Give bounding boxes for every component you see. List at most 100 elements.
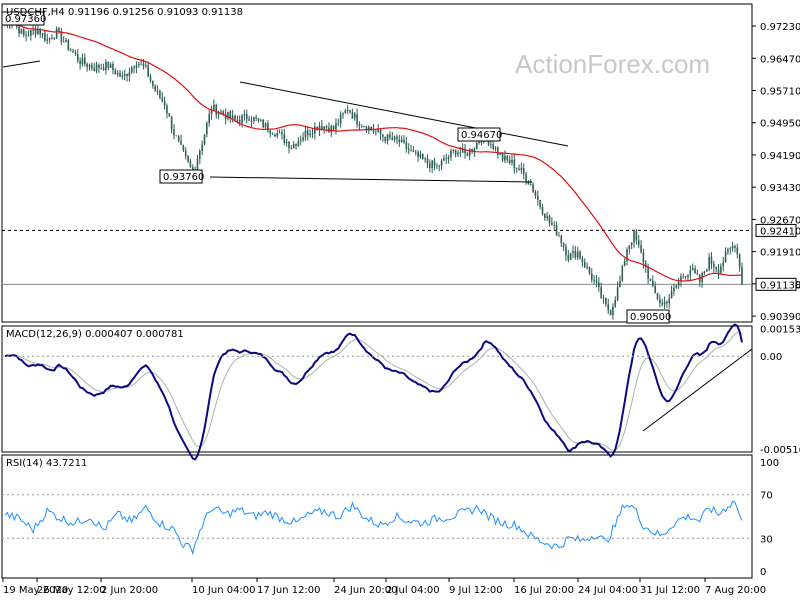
candle-body bbox=[544, 214, 546, 218]
candle-body bbox=[107, 61, 110, 68]
candle-body bbox=[684, 276, 687, 278]
price-label-box bbox=[1, 11, 45, 26]
candle-body bbox=[464, 148, 466, 154]
candle-body bbox=[60, 30, 63, 42]
candle-body bbox=[44, 33, 46, 41]
candle-body bbox=[379, 129, 382, 135]
candle-body bbox=[466, 153, 469, 156]
candle-body bbox=[375, 131, 377, 133]
axis-price-box-label: 0.92410 bbox=[760, 226, 800, 237]
candle-body bbox=[128, 72, 131, 76]
candle-body bbox=[370, 126, 372, 130]
candle-body bbox=[384, 136, 387, 142]
candle-body bbox=[306, 130, 309, 136]
candle-body bbox=[555, 224, 558, 236]
candle-body bbox=[27, 35, 30, 37]
candle-body bbox=[135, 65, 138, 68]
candle-body bbox=[417, 152, 419, 157]
candle-body bbox=[297, 141, 300, 146]
candle-body bbox=[302, 137, 304, 141]
candle-body bbox=[572, 250, 574, 254]
candle-body bbox=[532, 184, 534, 192]
trendline bbox=[239, 81, 569, 147]
candle-body bbox=[407, 148, 410, 151]
price-tick-label: 0.93430 bbox=[760, 183, 800, 194]
candle-body bbox=[398, 139, 401, 143]
candle-body bbox=[619, 280, 621, 288]
x-tick-label: 31 Jul 12:00 bbox=[640, 585, 700, 596]
candle-body bbox=[199, 150, 201, 160]
rsi-line bbox=[4, 500, 743, 556]
candle-body bbox=[37, 29, 39, 35]
candle-body bbox=[494, 147, 497, 149]
candle-body bbox=[112, 64, 114, 70]
price-tick-label: 0.92670 bbox=[760, 215, 800, 226]
candle-body bbox=[673, 287, 675, 292]
candle-body bbox=[414, 151, 417, 153]
candle-body bbox=[450, 150, 452, 158]
x-tick-label: 19 May 2020 bbox=[3, 585, 68, 596]
x-tick-label: 26 May 12:00 bbox=[37, 585, 106, 596]
candle-body bbox=[351, 112, 354, 119]
candle-body bbox=[461, 148, 464, 153]
candle-body bbox=[579, 251, 581, 259]
candle-body bbox=[264, 123, 267, 128]
rsi-tick-label: 100 bbox=[760, 458, 779, 469]
candle-body bbox=[325, 126, 328, 128]
candle-body bbox=[447, 157, 450, 159]
candle-body bbox=[48, 38, 51, 40]
candle-body bbox=[105, 61, 107, 71]
candle-body bbox=[55, 28, 58, 39]
candle-body bbox=[508, 159, 511, 163]
price-label-box bbox=[457, 127, 501, 142]
candle-body bbox=[32, 29, 34, 31]
price-tick-label: 0.94950 bbox=[760, 119, 800, 130]
candle-body bbox=[217, 112, 220, 115]
x-tick-label: 24 Jun 20:00 bbox=[334, 585, 398, 596]
candle-body bbox=[609, 310, 612, 316]
candle-body bbox=[426, 158, 429, 164]
candle-body bbox=[119, 72, 121, 77]
candle-body bbox=[400, 139, 403, 143]
candle-body bbox=[553, 224, 556, 226]
candle-body bbox=[267, 123, 269, 131]
candle-body bbox=[635, 231, 638, 241]
candle-body bbox=[236, 119, 239, 121]
candle-body bbox=[34, 30, 37, 35]
candle-body bbox=[206, 123, 208, 135]
candle-body bbox=[727, 249, 729, 252]
candle-body bbox=[363, 126, 365, 128]
axis-price-box-label: 0.91138 bbox=[760, 280, 800, 291]
candle-body bbox=[114, 69, 117, 75]
candle-body bbox=[91, 65, 93, 69]
candle-body bbox=[598, 282, 600, 288]
candle-body bbox=[459, 152, 462, 154]
candle-body bbox=[269, 130, 272, 134]
candle-body bbox=[337, 123, 340, 125]
candle-body bbox=[666, 301, 668, 304]
candle-body bbox=[626, 249, 628, 262]
candle-body bbox=[576, 251, 579, 258]
candle-body bbox=[396, 136, 398, 140]
candle-body bbox=[109, 64, 112, 68]
candle-body bbox=[717, 269, 720, 274]
candle-body bbox=[281, 132, 283, 135]
candle-body bbox=[100, 67, 103, 69]
candle-body bbox=[729, 248, 732, 250]
price-label: 0.94670 bbox=[461, 130, 502, 141]
candle-body bbox=[436, 165, 438, 167]
price-label-box bbox=[159, 169, 203, 184]
chart-ohlc: 0.91196 0.91256 0.91093 0.91138 bbox=[68, 7, 243, 18]
candle-body bbox=[588, 266, 591, 274]
candle-body bbox=[180, 140, 182, 145]
candle-body bbox=[220, 111, 222, 113]
candle-body bbox=[689, 270, 692, 275]
candle-body bbox=[156, 90, 159, 92]
candle-body bbox=[189, 161, 192, 168]
candle-body bbox=[478, 142, 480, 143]
candle-body bbox=[20, 29, 23, 34]
x-tick-label: 2 Jun 20:00 bbox=[101, 585, 158, 596]
candle-body bbox=[558, 235, 560, 237]
candle-body bbox=[365, 126, 368, 131]
